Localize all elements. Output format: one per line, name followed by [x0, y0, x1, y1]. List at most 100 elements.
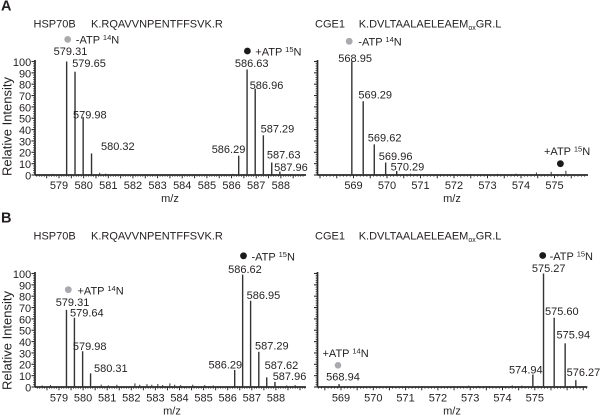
svg-text:+ATP 15N: +ATP 15N [544, 145, 590, 159]
svg-text:586: 586 [219, 393, 237, 405]
svg-text:573: 573 [461, 393, 479, 405]
svg-text:587.96: 587.96 [273, 371, 307, 383]
svg-text:Relative Intensity: Relative Intensity [0, 77, 14, 176]
svg-text:581: 581 [98, 393, 116, 405]
svg-text:m/z: m/z [443, 193, 461, 205]
svg-text:CGE1: CGE1 [315, 231, 345, 243]
svg-text:587.62: 587.62 [265, 360, 299, 372]
svg-text:20: 20 [19, 148, 31, 160]
svg-text:HSP70B: HSP70B [34, 19, 76, 31]
svg-text:568.95: 568.95 [338, 53, 372, 65]
svg-text:571: 571 [396, 393, 414, 405]
svg-text:574.94: 574.94 [509, 365, 543, 377]
svg-text:569.96: 569.96 [379, 151, 413, 163]
svg-text:-ATP 14N: -ATP 14N [76, 33, 119, 47]
svg-text:570.29: 570.29 [391, 161, 425, 173]
svg-text:581: 581 [99, 180, 117, 192]
svg-text:587: 587 [243, 393, 261, 405]
svg-text:572: 572 [445, 180, 463, 192]
svg-text:586.95: 586.95 [247, 290, 281, 302]
svg-text:584: 584 [170, 393, 188, 405]
svg-text:-ATP 15N: -ATP 15N [252, 250, 295, 264]
svg-text:586.62: 586.62 [228, 264, 262, 276]
svg-text:50: 50 [19, 114, 31, 126]
svg-text:575.27: 575.27 [532, 263, 566, 275]
svg-text:575.94: 575.94 [557, 330, 591, 342]
svg-text:40: 40 [19, 125, 31, 137]
svg-text:80: 80 [19, 292, 31, 304]
svg-text:580.32: 580.32 [101, 141, 135, 153]
svg-text:569: 569 [332, 393, 350, 405]
svg-text:575.60: 575.60 [545, 306, 579, 318]
svg-text:70: 70 [19, 91, 31, 103]
svg-text:40: 40 [19, 337, 31, 349]
svg-text:588: 588 [272, 180, 290, 192]
svg-text:B: B [1, 211, 11, 227]
svg-text:579.65: 579.65 [72, 58, 106, 70]
svg-text:583: 583 [148, 180, 166, 192]
svg-text:+ATP 14N: +ATP 14N [78, 284, 124, 298]
svg-text:573: 573 [478, 180, 496, 192]
svg-text:+ATP 14N: +ATP 14N [323, 347, 369, 361]
svg-text:+ATP 15N: +ATP 15N [255, 45, 301, 59]
svg-text:582: 582 [124, 180, 142, 192]
svg-text:587: 587 [247, 180, 265, 192]
svg-text:570: 570 [378, 180, 396, 192]
svg-text:588: 588 [267, 393, 285, 405]
svg-text:m/z: m/z [161, 193, 179, 205]
svg-text:0: 0 [25, 170, 31, 182]
svg-text:HSP70B: HSP70B [34, 231, 76, 243]
svg-text:30: 30 [19, 136, 31, 148]
svg-text:586.29: 586.29 [212, 144, 246, 156]
svg-text:30: 30 [19, 348, 31, 360]
svg-text:90: 90 [19, 68, 31, 80]
svg-text:Relative Intensity: Relative Intensity [0, 291, 14, 390]
svg-text:CGE1: CGE1 [315, 19, 345, 31]
svg-text:10: 10 [19, 371, 31, 383]
svg-text:-ATP 15N: -ATP 15N [550, 250, 593, 264]
svg-text:580: 580 [74, 180, 92, 192]
svg-text:80: 80 [19, 80, 31, 92]
svg-text:579.31: 579.31 [54, 46, 88, 58]
svg-text:586.29: 586.29 [209, 360, 243, 372]
svg-text:576.27: 576.27 [567, 367, 600, 379]
svg-text:585: 585 [194, 393, 212, 405]
svg-text:579: 579 [50, 180, 68, 192]
svg-text:574: 574 [493, 393, 511, 405]
svg-text:586.96: 586.96 [250, 80, 284, 92]
svg-text:0: 0 [25, 382, 31, 394]
svg-text:50: 50 [19, 326, 31, 338]
svg-text:579.98: 579.98 [73, 110, 107, 122]
svg-text:579.98: 579.98 [73, 341, 107, 353]
svg-text:586: 586 [222, 180, 240, 192]
svg-text:574: 574 [512, 180, 530, 192]
svg-text:K.RQAVVNPENTFFSVK.R: K.RQAVVNPENTFFSVK.R [91, 19, 223, 31]
svg-text:575: 575 [545, 180, 563, 192]
svg-text:586.63: 586.63 [235, 58, 269, 70]
svg-text:20: 20 [19, 360, 31, 372]
svg-text:579.64: 579.64 [70, 308, 104, 320]
svg-text:587.29: 587.29 [261, 124, 295, 136]
svg-text:569.62: 569.62 [368, 133, 402, 145]
svg-text:60: 60 [19, 314, 31, 326]
svg-text:571: 571 [411, 180, 429, 192]
svg-text:572: 572 [429, 393, 447, 405]
svg-text:585: 585 [198, 180, 216, 192]
svg-text:70: 70 [19, 303, 31, 315]
svg-text:569: 569 [344, 180, 362, 192]
svg-text:583: 583 [146, 393, 164, 405]
svg-text:587.63: 587.63 [267, 150, 301, 162]
svg-text:A: A [1, 0, 12, 15]
svg-text:580: 580 [74, 393, 92, 405]
svg-text:K.DVLTAALAELEAEMoxGR.L: K.DVLTAALAELEAEMoxGR.L [359, 19, 502, 33]
svg-text:582: 582 [122, 393, 140, 405]
svg-text:584: 584 [173, 180, 191, 192]
svg-text:m/z: m/z [443, 405, 461, 416]
svg-text:575: 575 [526, 393, 544, 405]
svg-text:568.94: 568.94 [326, 372, 360, 384]
svg-text:570: 570 [364, 393, 382, 405]
svg-text:10: 10 [19, 159, 31, 171]
svg-text:100: 100 [13, 269, 31, 281]
svg-text:569.29: 569.29 [358, 90, 392, 102]
svg-text:587.29: 587.29 [255, 340, 289, 352]
